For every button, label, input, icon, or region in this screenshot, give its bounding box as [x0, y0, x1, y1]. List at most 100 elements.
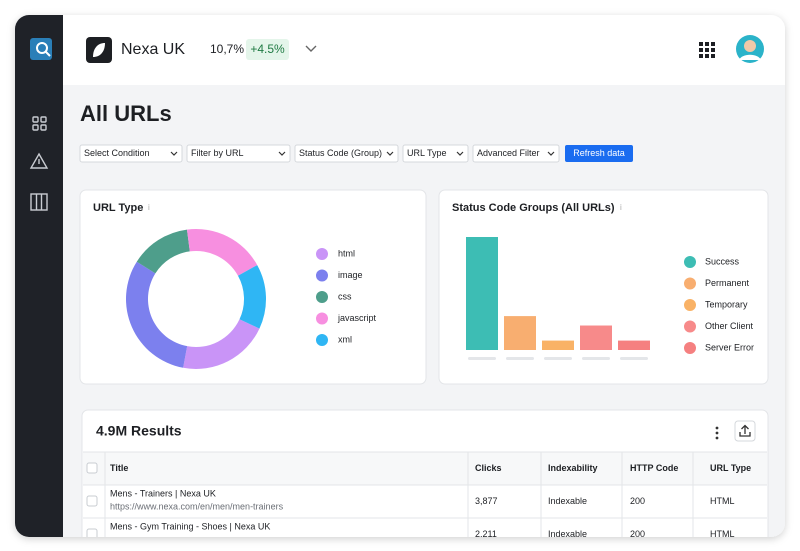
apps-menu[interactable] — [699, 42, 715, 58]
cell: Indexable — [548, 496, 587, 506]
page-title-cell[interactable]: Mens - Gym Training - Shoes | Nexa UK — [110, 521, 270, 531]
avatar-body — [739, 54, 761, 60]
bar — [542, 340, 574, 350]
page-title-cell[interactable]: Mens - Trainers | Nexa UK — [110, 488, 216, 498]
checkbox[interactable] — [86, 462, 98, 474]
nav-columns[interactable] — [30, 193, 48, 211]
cell: HTML — [710, 496, 735, 506]
legend-label: Permanent — [705, 278, 750, 288]
dropdown-chevron[interactable] — [305, 45, 317, 52]
column-header: HTTP Code — [630, 463, 678, 473]
bar-label-placeholder — [582, 357, 610, 360]
metric: 10,7% — [210, 42, 244, 56]
export-icon — [739, 424, 751, 437]
donut-slice — [126, 261, 188, 368]
column-header: Indexability — [548, 463, 598, 473]
page-title: All URLs — [80, 101, 172, 126]
legend-swatch — [316, 334, 328, 346]
change-badge — [246, 39, 289, 60]
bar — [466, 237, 498, 350]
page-url[interactable]: https://www.nexa.com/en/men/men-trainers — [110, 501, 284, 511]
legend-swatch — [316, 269, 328, 282]
filter-select[interactable] — [294, 144, 399, 163]
cell: Indexable — [548, 529, 587, 539]
checkbox[interactable] — [86, 528, 98, 539]
bar-label-placeholder — [468, 357, 496, 360]
kebab-dot — [715, 431, 719, 435]
column-header: Clicks — [475, 463, 502, 473]
sidebar — [15, 15, 63, 537]
legend-label: Server Error — [705, 342, 754, 352]
filter-chevron — [547, 151, 555, 156]
column-header: URL Type — [710, 463, 751, 473]
filter-label: Select Condition — [84, 148, 150, 158]
filter-chevron — [170, 151, 178, 156]
checkbox[interactable] — [86, 495, 98, 507]
nav-alerts[interactable] — [29, 152, 49, 169]
cell: 3,877 — [475, 496, 498, 506]
bar-label-placeholder — [544, 357, 572, 360]
app-logo[interactable] — [30, 38, 52, 60]
bar — [580, 325, 612, 350]
kebab-dot — [715, 426, 719, 430]
logo-glyph — [36, 42, 48, 54]
chart-title: Status Code Groups (All URLs) — [452, 202, 615, 214]
donut-slice — [186, 229, 258, 276]
filter-select[interactable] — [186, 144, 291, 163]
change: +4.5% — [250, 42, 285, 56]
bar — [618, 340, 650, 350]
info-icon: i — [148, 203, 150, 212]
kebab-dot — [715, 436, 719, 440]
legend-label: Other Client — [705, 321, 754, 331]
legend-swatch — [684, 277, 696, 290]
legend-swatch — [684, 342, 696, 354]
filter-label: Advanced Filter — [477, 148, 540, 158]
legend-swatch — [316, 248, 328, 260]
nav-dashboard[interactable] — [32, 116, 47, 131]
legend-swatch — [684, 299, 696, 311]
legend-label: html — [338, 248, 355, 258]
donut-slice — [237, 265, 266, 329]
info-icon: i — [620, 203, 622, 212]
filter-chevron — [386, 151, 394, 156]
legend-label: image — [338, 270, 363, 280]
bar — [504, 316, 536, 350]
filter-chevron — [278, 151, 286, 156]
cell: 200 — [630, 496, 645, 506]
refresh-button[interactable] — [565, 145, 633, 162]
legend-label: javascript — [337, 313, 377, 323]
donut-slice — [136, 229, 190, 274]
bar-label-placeholder — [506, 357, 534, 360]
filter-chevron — [456, 151, 464, 156]
cell: HTML — [710, 529, 735, 539]
legend-label: xml — [338, 334, 352, 344]
results-title: 4.9M Results — [96, 423, 182, 439]
legend-label: Temporary — [705, 299, 748, 309]
chart-title: URL Type — [93, 202, 143, 214]
logo-glyph — [44, 50, 51, 57]
legend-swatch — [316, 312, 328, 325]
donut-slice — [183, 319, 260, 369]
bar-label-placeholder — [620, 357, 648, 360]
avatar-face — [744, 40, 756, 52]
filter-select[interactable] — [79, 144, 183, 163]
table-header — [83, 452, 767, 485]
filter-select[interactable] — [402, 144, 469, 163]
legend-swatch — [316, 291, 328, 303]
cell: 200 — [630, 529, 645, 539]
legend-swatch — [684, 256, 696, 268]
brand-name[interactable]: Nexa UK — [121, 41, 185, 58]
legend-swatch — [684, 320, 696, 333]
column-header: Title — [110, 463, 128, 473]
top-bar — [63, 15, 785, 85]
cell: 2,211 — [475, 529, 497, 539]
filter-label: Status Code (Group) — [299, 148, 382, 158]
filter-label: Filter by URL — [191, 148, 244, 158]
filter-select[interactable] — [472, 144, 560, 163]
legend-label: css — [338, 291, 352, 301]
legend-label: Success — [705, 256, 740, 266]
brand-glyph — [93, 43, 105, 57]
filter-label: URL Type — [407, 148, 447, 158]
refresh-label: Refresh data — [573, 148, 625, 158]
